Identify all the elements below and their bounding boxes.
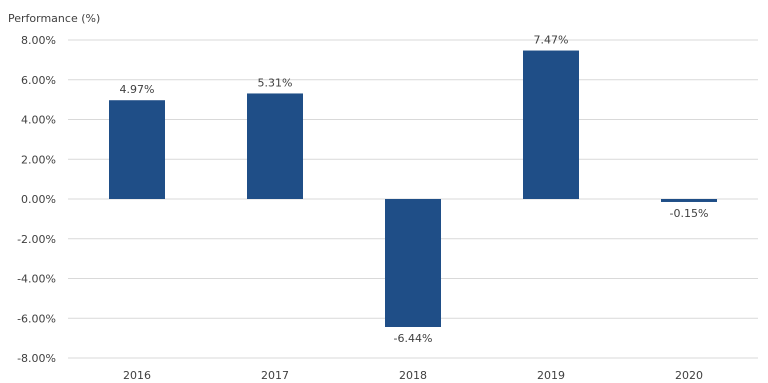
y-tick-label: -6.00% <box>17 312 56 325</box>
y-axis-ticks: 8.00% 6.00% 4.00% 2.00% 0.00% -2.00% -4.00% -6.… <box>17 34 56 365</box>
x-tick-label-2017: 2017 <box>261 369 289 382</box>
y-tick-label: -8.00% <box>17 352 56 365</box>
bar-2020 <box>661 199 717 202</box>
bar-2017 <box>247 93 303 199</box>
x-axis-ticks: 2016 2017 2018 2019 2020 <box>123 369 703 382</box>
data-label-2020: -0.15% <box>670 207 709 220</box>
y-tick-label: -2.00% <box>17 233 56 246</box>
data-label-2019: 7.47% <box>534 34 569 47</box>
data-label-2016: 4.97% <box>120 83 155 96</box>
x-tick-label-2018: 2018 <box>399 369 427 382</box>
data-label-2018: -6.44% <box>394 332 433 345</box>
bar-2018 <box>385 199 441 327</box>
x-tick-label-2020: 2020 <box>675 369 703 382</box>
y-tick-label: 0.00% <box>21 193 56 206</box>
y-tick-label: -4.00% <box>17 273 56 286</box>
y-tick-label: 8.00% <box>21 34 56 47</box>
x-tick-label-2019: 2019 <box>537 369 565 382</box>
y-axis-title: Performance (%) <box>8 12 100 25</box>
y-tick-label: 2.00% <box>21 153 56 166</box>
y-tick-label: 4.00% <box>21 114 56 127</box>
y-tick-label: 6.00% <box>21 74 56 87</box>
data-labels: 4.97% 5.31% -6.44% 7.47% -0.15% <box>120 34 709 345</box>
data-label-2017: 5.31% <box>258 76 293 89</box>
bars <box>109 50 717 327</box>
bar-2019 <box>523 50 579 199</box>
bar-2016 <box>109 100 165 199</box>
x-tick-label-2016: 2016 <box>123 369 151 382</box>
